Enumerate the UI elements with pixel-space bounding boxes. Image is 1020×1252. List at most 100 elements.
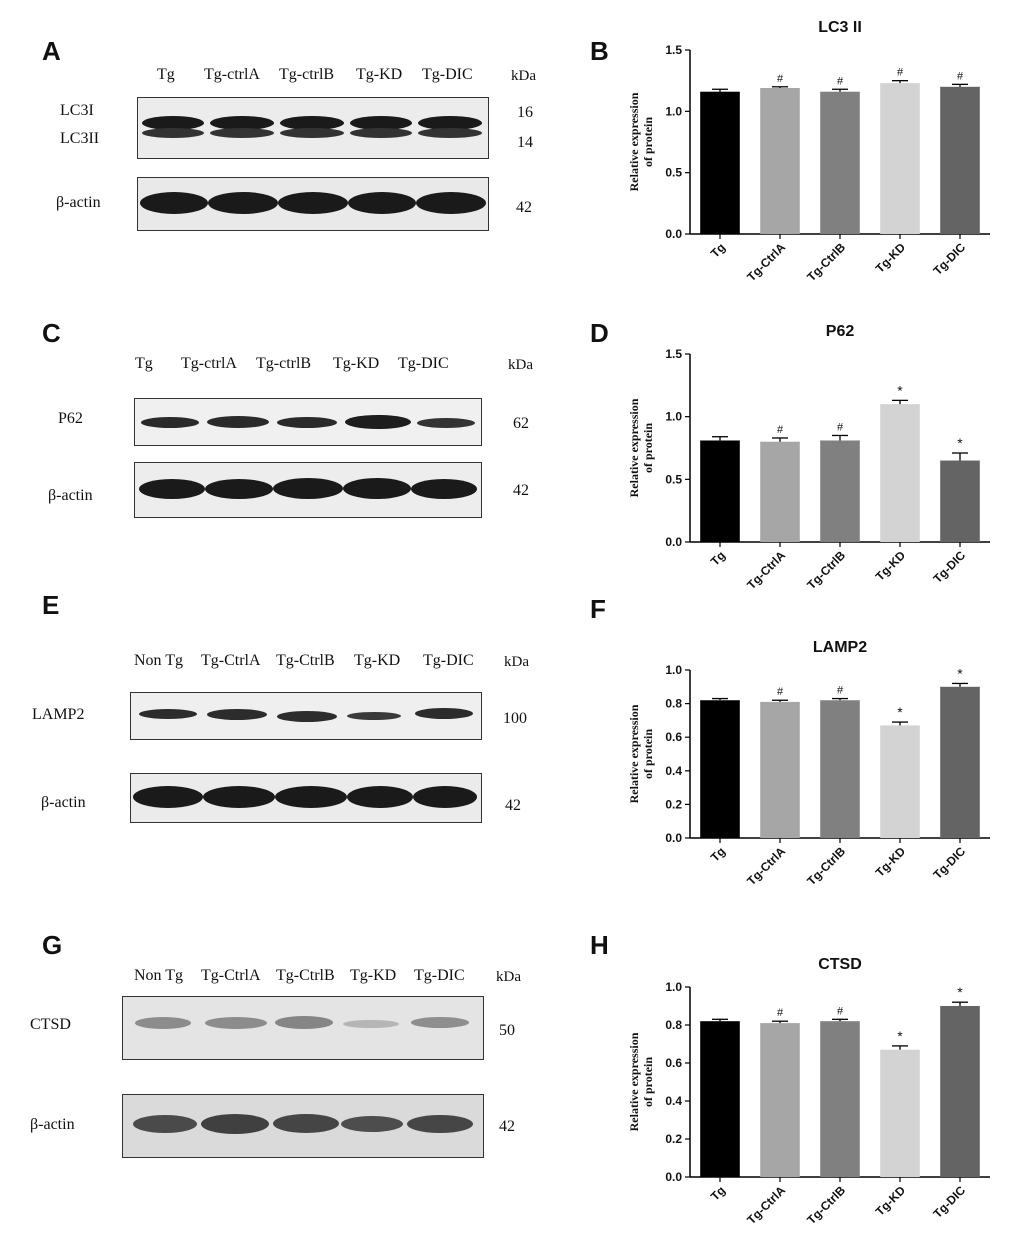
band-label-lc3ii: LC3II <box>60 130 100 147</box>
blot-band <box>207 416 269 428</box>
y-tick-label: 1.5 <box>665 43 682 57</box>
y-tick-label: 0.2 <box>665 1132 682 1146</box>
blot-band <box>141 417 199 428</box>
blot-band <box>133 786 203 808</box>
lane-label: Tg-CtrlB <box>276 967 335 984</box>
lane-label: Tg-KD <box>350 967 397 984</box>
blot-membrane <box>134 462 482 518</box>
blot-membrane <box>137 97 489 159</box>
y-tick-label: 0.8 <box>665 697 682 711</box>
mw-label: 42 <box>513 482 529 499</box>
x-tick-label: Tg <box>708 548 728 568</box>
blot-band <box>341 1116 403 1132</box>
blot-band <box>413 786 477 808</box>
blot-band <box>347 712 401 720</box>
x-tick-label: Tg-DIC <box>930 844 968 882</box>
blot-membrane <box>130 773 482 823</box>
panel-letter-g: G <box>42 930 63 960</box>
blot-band <box>273 478 343 499</box>
y-axis-label: Relative expressionof protein <box>627 398 655 497</box>
x-tick-label: Tg-CtrlB <box>804 240 848 284</box>
y-tick-label: 1.0 <box>665 980 682 994</box>
bar <box>880 1049 920 1177</box>
significance-mark: * <box>957 435 963 451</box>
x-tick-label: Tg <box>708 240 728 260</box>
band-label-lc3i: LC3I <box>60 102 94 119</box>
bar-chart-d: P62 0.0 0.5 1.0 1.5 Relative expressionof pro… <box>627 323 990 592</box>
blot-band <box>275 1016 333 1029</box>
bar <box>760 441 800 542</box>
lane-label: Tg-KD <box>354 652 401 669</box>
y-tick-label: 0.6 <box>665 1056 682 1070</box>
blot-band <box>139 709 197 719</box>
kda-label: kDa <box>508 357 533 373</box>
y-tick-label: 0.0 <box>665 1170 682 1184</box>
blot-band <box>416 192 486 214</box>
blot-band <box>417 418 475 428</box>
bar <box>820 1021 860 1177</box>
y-tick-label: 0.0 <box>665 831 682 845</box>
blot-band <box>203 786 275 808</box>
blot-band <box>142 116 204 130</box>
bar <box>760 701 800 838</box>
mw-label: 42 <box>505 797 521 814</box>
band-label-beta-actin: β-actin <box>56 194 101 211</box>
y-tick-label: 0.0 <box>665 227 682 241</box>
blot-band <box>411 479 477 499</box>
blot-band <box>140 192 208 214</box>
chart-title: LAMP2 <box>813 639 867 656</box>
blot-band <box>275 786 347 808</box>
y-tick-label: 0.5 <box>665 472 682 486</box>
blot-band <box>273 1114 339 1133</box>
significance-mark: # <box>777 73 784 85</box>
y-tick-label: 0.5 <box>665 166 682 180</box>
blot-membrane <box>122 1094 484 1158</box>
x-tick-label: Tg-KD <box>873 548 909 584</box>
significance-mark: # <box>777 1007 784 1019</box>
bar <box>820 91 860 234</box>
lane-label: Tg-CtrlB <box>276 652 335 669</box>
bar <box>700 1021 740 1177</box>
bar-chart-f: LAMP2 0.0 0.2 0.4 0.6 0.8 1.0 Relative expressi… <box>627 639 990 888</box>
blot-band <box>347 786 413 808</box>
x-tick-label: Tg-DIC <box>930 548 968 586</box>
bar <box>700 440 740 542</box>
blot-band <box>207 709 267 720</box>
bar <box>700 91 740 234</box>
lane-label: Tg-KD <box>356 66 403 83</box>
x-tick-label: Tg-KD <box>873 1183 909 1219</box>
y-tick-label: 1.0 <box>665 663 682 677</box>
y-tick-label: 0.6 <box>665 730 682 744</box>
blot-band <box>348 192 416 214</box>
blot-band <box>208 192 278 214</box>
lane-label: Tg-ctrlB <box>279 66 335 83</box>
blot-band <box>278 192 348 214</box>
significance-mark: # <box>837 421 844 433</box>
lane-label: Non Tg <box>134 652 184 669</box>
band-label-ctsd: CTSD <box>30 1016 71 1033</box>
bar-chart-b: LC3 II 0.0 0.5 1.0 1.5 Relative expressionof … <box>627 19 990 284</box>
panel-letter-c: C <box>42 318 61 348</box>
bar <box>760 1023 800 1177</box>
blot-band <box>280 128 344 138</box>
x-tick-label: Tg-CtrlA <box>744 1183 788 1227</box>
panel-letter-f: F <box>590 594 606 624</box>
x-tick-label: Tg <box>708 844 728 864</box>
y-tick-label: 0.0 <box>665 535 682 549</box>
x-tick-label: Tg-CtrlA <box>744 844 788 888</box>
blot-band <box>418 128 482 138</box>
x-tick-label: Tg-CtrlB <box>804 844 848 888</box>
blot-band <box>135 1017 191 1029</box>
kda-label: kDa <box>504 654 529 670</box>
x-tick-label: Tg-KD <box>873 844 909 880</box>
significance-mark: # <box>777 686 784 698</box>
lane-label: Tg <box>135 355 153 372</box>
blot-band <box>142 128 204 138</box>
blot-band <box>418 116 482 130</box>
lane-label: Tg-ctrlB <box>256 355 312 372</box>
mw-label: 14 <box>517 134 533 151</box>
blot-band <box>277 711 337 722</box>
kda-label: kDa <box>496 969 521 985</box>
significance-mark: * <box>957 665 963 681</box>
x-tick-label: Tg <box>708 1183 728 1203</box>
